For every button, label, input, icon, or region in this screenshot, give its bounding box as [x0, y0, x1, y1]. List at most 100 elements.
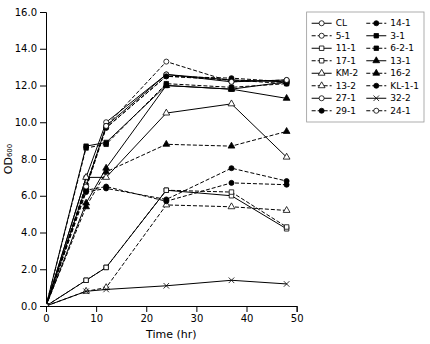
- tick-mark: [40, 233, 46, 234]
- series: [46, 180, 289, 306]
- series: [46, 72, 289, 306]
- legend-item: 14-1: [366, 18, 410, 28]
- series-marker: [163, 140, 170, 146]
- series-marker: [83, 289, 89, 295]
- series-marker: [104, 142, 108, 146]
- legend-item: 16-2: [366, 68, 410, 78]
- tick-label: 6.0: [21, 190, 37, 201]
- legend-item: 13-2: [312, 81, 356, 91]
- series: [46, 100, 290, 306]
- chart: CL5-111-117-1KM-213-227-129-114-13-16-2-…: [0, 0, 430, 344]
- series-marker: [46, 303, 49, 306]
- legend-label: 3-1: [390, 31, 405, 41]
- tick-label: 40: [241, 313, 254, 324]
- tick-label: 4.0: [21, 227, 37, 238]
- series-group: [46, 59, 290, 306]
- series-marker: [229, 180, 234, 185]
- series-marker: [46, 304, 48, 306]
- tick: 0.0: [21, 301, 46, 312]
- tick-label: 12.0: [15, 80, 37, 91]
- legend-swatch-marker: [319, 108, 324, 113]
- series-line: [46, 131, 287, 306]
- legend-label: 27-1: [336, 93, 356, 103]
- series-line: [46, 104, 287, 306]
- series-marker: [164, 74, 169, 79]
- series-marker: [284, 179, 289, 184]
- tick: 8.0: [21, 154, 46, 165]
- series-marker: [46, 304, 48, 306]
- series-marker: [164, 74, 169, 79]
- series-marker: [46, 303, 49, 306]
- series: [46, 188, 289, 306]
- series-line: [46, 76, 287, 306]
- series-marker: [104, 123, 109, 128]
- series: [46, 74, 289, 306]
- series-line: [46, 168, 287, 306]
- tick-label: 16.0: [15, 7, 37, 18]
- series: [46, 80, 289, 306]
- legend-swatch-marker: [374, 46, 378, 50]
- series-marker: [228, 142, 235, 148]
- tick-label: 0: [43, 313, 49, 324]
- tick: 14.0: [15, 43, 46, 54]
- tick-mark: [196, 306, 197, 312]
- tick-mark: [297, 306, 298, 312]
- legend-item: 29-1: [312, 106, 356, 116]
- series-marker: [228, 203, 235, 209]
- series-line: [46, 280, 287, 306]
- y-axis: 0.02.04.06.08.010.012.014.016.0: [15, 7, 47, 312]
- series-line: [46, 183, 287, 306]
- legend-swatch-marker: [374, 83, 379, 88]
- tick: 10.0: [15, 117, 46, 128]
- tick-label: 10.0: [15, 117, 37, 128]
- series-line: [46, 74, 287, 306]
- series-marker: [104, 186, 109, 191]
- tick: 40: [241, 306, 254, 324]
- tick: 10: [90, 306, 103, 324]
- series-marker: [164, 197, 169, 202]
- series: [46, 166, 289, 306]
- tick-mark: [146, 306, 147, 312]
- tick: 12.0: [15, 80, 46, 91]
- legend-box: [307, 12, 424, 122]
- series-marker: [284, 77, 289, 82]
- tick-mark: [40, 306, 46, 307]
- series-marker: [46, 303, 49, 306]
- legend-item: 11-1: [312, 43, 356, 53]
- legend-swatch-marker: [318, 82, 325, 88]
- series-marker: [283, 153, 290, 159]
- legend-swatch-marker: [319, 46, 323, 50]
- tick-mark: [96, 306, 97, 312]
- legend-swatch-marker: [318, 69, 325, 75]
- series-marker: [84, 278, 88, 282]
- legend-label: 14-1: [390, 18, 410, 28]
- legend-swatch-marker: [319, 33, 324, 38]
- series-marker: [84, 184, 89, 189]
- series-marker: [229, 190, 233, 194]
- series: [46, 82, 290, 306]
- series-marker: [163, 82, 170, 88]
- tick: 50: [291, 306, 304, 324]
- tick-mark: [40, 122, 46, 123]
- legend-item: CL: [312, 18, 347, 28]
- legend-item: 5-1: [312, 31, 351, 41]
- legend-label: 32-2: [390, 93, 410, 103]
- legend-label: KM-2: [336, 68, 359, 78]
- y-axis-title: OD₆₀₀: [2, 143, 15, 174]
- tick: 16.0: [15, 7, 46, 18]
- tick-mark: [40, 196, 46, 197]
- series-marker: [229, 79, 234, 84]
- series-marker: [164, 188, 168, 192]
- tick-mark: [40, 86, 46, 87]
- legend-label: 16-2: [390, 68, 410, 78]
- series-marker: [104, 265, 108, 269]
- series-marker: [164, 59, 169, 64]
- series-marker: [84, 184, 89, 189]
- series: [46, 188, 289, 306]
- series: [46, 277, 289, 306]
- series-marker: [164, 283, 170, 289]
- tick-label: 50: [291, 313, 304, 324]
- tick: 0: [43, 306, 49, 324]
- axis-line: [47, 307, 298, 313]
- legend-label: 24-1: [390, 106, 410, 116]
